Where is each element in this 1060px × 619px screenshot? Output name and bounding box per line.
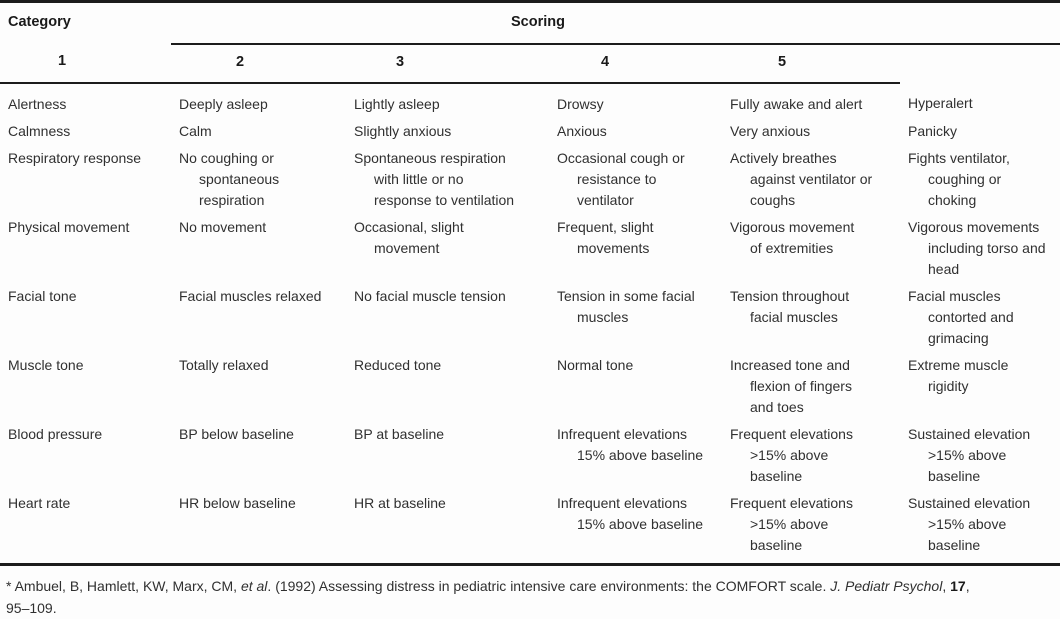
score-cell: Calm xyxy=(179,123,212,139)
score-cell: Frequent, slight movements xyxy=(557,219,654,256)
score-cell: Tension throughout facial muscles xyxy=(730,288,850,325)
score-cell: Deeply asleep xyxy=(179,96,268,112)
table-row-muscle-tone: Muscle tone Totally relaxed Reduced tone… xyxy=(0,349,1060,418)
score-cell: Actively breathes against ventilator or … xyxy=(730,150,873,208)
score-cell: Facial muscles contorted and grimacing xyxy=(908,288,1014,346)
score-cell: Infrequent elevations 15% above baseline xyxy=(557,426,704,463)
score-cell: Extreme muscle rigidity xyxy=(908,357,1009,394)
score-level-2: 2 xyxy=(171,44,346,84)
score-cell: No coughing or spontaneous respiration xyxy=(179,150,280,208)
score-cell: Sustained elevation >15% above baseline xyxy=(908,426,1031,484)
table-row-alertness: Alertness Deeply asleep Lightly asleep D… xyxy=(0,83,1060,115)
score-cell: Vigorous movements including torso and h… xyxy=(908,219,1046,277)
score-cell: Panicky xyxy=(908,123,958,139)
score-cell: Facial muscles relaxed xyxy=(179,288,322,304)
row-category-label: Alertness xyxy=(8,96,67,112)
score-cell: Anxious xyxy=(557,123,607,139)
score-level-5: 5 xyxy=(722,44,900,84)
score-cell: Tension in some facial muscles xyxy=(557,288,695,325)
footnote-pages: 95–109. xyxy=(6,600,57,616)
score-level-4: 4 xyxy=(549,44,722,84)
footnote-separator: , xyxy=(942,578,951,594)
score-cell: HR below baseline xyxy=(179,495,296,511)
comfort-scale-table: Category Scoring 1 2 3 4 5 Alertness Dee… xyxy=(0,0,1060,566)
column-header-scoring: Scoring xyxy=(171,1,1060,45)
score-cell: Spontaneous respiration with little or n… xyxy=(354,150,515,208)
score-cell: Totally relaxed xyxy=(179,357,269,373)
score-cell: Frequent elevations >15% above baseline xyxy=(730,426,853,484)
score-cell: Increased tone and flexion of fingers an… xyxy=(730,357,852,415)
score-cell: Reduced tone xyxy=(354,357,442,373)
score-cell: Very anxious xyxy=(730,123,811,139)
score-cell: Drowsy xyxy=(557,96,604,112)
score-level-3: 3 xyxy=(346,44,549,84)
score-cell: Sustained elevation >15% above baseline xyxy=(908,495,1031,553)
score-cell: BP below baseline xyxy=(179,426,294,442)
row-category-label: Heart rate xyxy=(8,495,71,511)
score-cell: Vigorous movement of extremities xyxy=(730,219,855,256)
score-cell: Occasional cough or resistance to ventil… xyxy=(557,150,685,208)
footnote-journal: J. Pediatr Psychol xyxy=(830,578,943,594)
score-cell: Infrequent elevations 15% above baseline xyxy=(557,495,704,532)
header-row-main: Category Scoring xyxy=(0,1,1060,45)
score-cell: Normal tone xyxy=(557,357,634,373)
table-row-facial-tone: Facial tone Facial muscles relaxed No fa… xyxy=(0,280,1060,349)
score-cell: No movement xyxy=(179,219,267,235)
footnote-title: . (1992) Assessing distress in pediatric… xyxy=(267,578,831,594)
score-cell: BP at baseline xyxy=(354,426,445,442)
table-row-heart-rate: Heart rate HR below baseline HR at basel… xyxy=(0,487,1060,565)
score-cell: Fully awake and alert xyxy=(730,96,863,112)
score-cell: Fights ventilator, coughing or choking xyxy=(908,150,1010,208)
footnote-volume: 17 xyxy=(950,578,966,594)
row-category-label: Facial tone xyxy=(8,288,77,304)
citation-footnote: * Ambuel, B, Hamlett, KW, Marx, CM, et a… xyxy=(0,566,1060,619)
footnote-authors: * Ambuel, B, Hamlett, KW, Marx, CM, xyxy=(6,578,241,594)
row-category-label: Physical movement xyxy=(8,219,130,235)
score-cell: No facial muscle tension xyxy=(354,288,506,304)
table-row-physical-movement: Physical movement No movement Occasional… xyxy=(0,211,1060,280)
score-cell: Frequent elevations >15% above baseline xyxy=(730,495,853,553)
table-row-calmness: Calmness Calm Slightly anxious Anxious V… xyxy=(0,115,1060,142)
column-header-category: Category xyxy=(8,14,71,30)
footnote-separator: , xyxy=(965,578,970,594)
row-category-label: Blood pressure xyxy=(8,426,103,442)
header-row-score-levels: 1 2 3 4 5 xyxy=(0,44,1060,84)
row-category-label: Calmness xyxy=(8,123,71,139)
footnote-et-al: et al xyxy=(240,578,268,594)
score-level-1: 1 xyxy=(0,44,171,84)
score-cell: Lightly asleep xyxy=(354,96,440,112)
row-category-label: Respiratory response xyxy=(8,150,142,166)
score-cell: Hyperalert xyxy=(908,95,973,111)
score-cell: Slightly anxious xyxy=(354,123,452,139)
row-category-label: Muscle tone xyxy=(8,357,84,373)
score-cell: HR at baseline xyxy=(354,495,446,511)
table-row-blood-pressure: Blood pressure BP below baseline BP at b… xyxy=(0,418,1060,487)
score-cell: Occasional, slight movement xyxy=(354,219,464,256)
table-row-respiratory-response: Respiratory response No coughing or spon… xyxy=(0,142,1060,211)
